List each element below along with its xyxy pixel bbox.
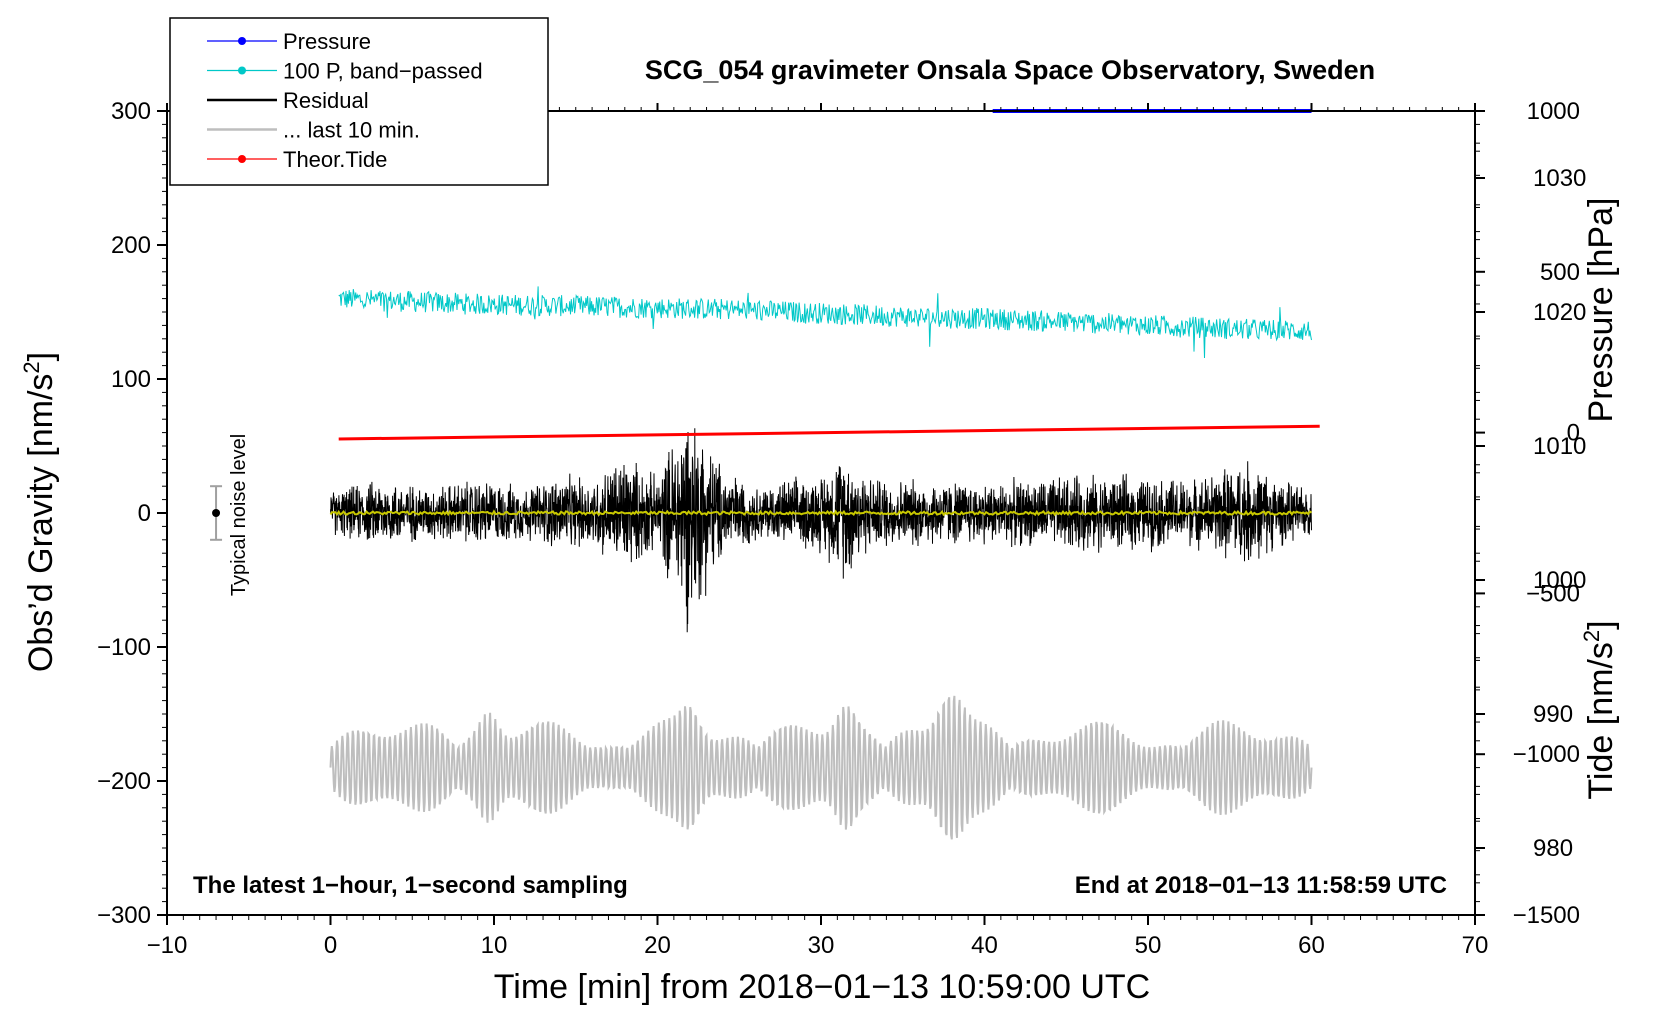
x-tick-label: −10 [147,932,188,959]
tide-tick-label: −1500 [1513,902,1580,929]
pressure-tick-label: 1030 [1533,165,1586,192]
x-tick-label: 50 [1135,932,1162,959]
noise-bar-dot [212,509,221,517]
y-axis-left-title-main: Obs’d Gravity [nm/s [22,374,60,673]
y-axis-left-title: Obs’d Gravity [nm/s2] [19,352,60,672]
x-tick-label: 10 [481,932,508,959]
y-tick-label: −200 [97,768,151,795]
tide-tick-label: −500 [1526,580,1580,607]
series-residual-lowpass [329,509,1313,517]
series-layer [210,109,1320,840]
y-tick-label: 100 [111,366,151,393]
legend-label: Pressure [283,29,371,54]
x-tick-label: 60 [1298,932,1325,959]
y-axis-left-title-sup: 2 [19,361,44,373]
legend-swatch-marker [238,155,246,163]
legend-label: ... last 10 min. [283,118,420,143]
x-axis-title: Time [min] from 2018−01−13 10:59:00 UTC [494,968,1150,1006]
note-right: End at 2018−01−13 11:58:59 UTC [1075,872,1447,899]
legend-box [169,17,549,186]
legend-label: Theor.Tide [283,147,387,172]
series-theoretical-tide [338,424,1320,441]
y-axis-left-title-end: ] [22,352,60,361]
series-residual [330,428,1312,633]
y-tick-label: 0 [138,500,151,527]
labels-layer: SCG_054 gravimeter Onsala Space Observat… [19,55,1620,1006]
y-axis-right-tide-title-end: ] [1582,620,1620,629]
tide-tick-label: 1000 [1527,98,1580,125]
tide-tick-label: 0 [1567,420,1580,447]
y-tick-label: −300 [97,902,151,929]
legend-label: 100 P, band−passed [283,59,483,84]
x-tick-label: 30 [808,932,835,959]
noise-level-label: Typical noise level [228,434,250,596]
pressure-tick-label: 1020 [1533,299,1586,326]
pressure-tick-label: 980 [1533,835,1573,862]
tide-tick-label: 500 [1540,259,1580,286]
chart-title: SCG_054 gravimeter Onsala Space Observat… [645,55,1375,85]
axes-layer: −10 0 10 20 30 40 50 60 70−300−200−1000100200300… [97,98,1586,959]
x-tick-label: 70 [1462,932,1489,959]
x-tick-label: 20 [644,932,671,959]
legend: Pressure 100 P, band−passed Residual ... la… [169,17,549,186]
y-axis-right-tide-title-main: Tide [nm/s [1582,642,1620,799]
pressure-tick-label: 990 [1533,701,1573,728]
y-tick-label: 300 [111,98,151,125]
y-axis-right-pressure-title: Pressure [hPa] [1582,198,1620,423]
x-tick-label: 40 [971,932,998,959]
legend-swatch-marker [238,66,246,75]
note-left: The latest 1−hour, 1−second sampling [193,872,628,899]
tide-tick-label: −1000 [1513,741,1580,768]
pressure-tick-label: 1010 [1533,433,1586,460]
y-tick-label: −100 [97,634,151,661]
pressure-tick-label: 1000 [1533,567,1586,594]
x-tick-label: 0 [324,932,337,959]
series-bandpassed-pressure [338,286,1312,359]
y-axis-right-tide-title-sup: 2 [1579,630,1604,642]
legend-label: Residual [283,88,369,113]
legend-swatch-marker [238,37,246,45]
y-tick-label: 200 [111,232,151,259]
series-last-10-min [329,695,1313,840]
y-axis-right-tide-title: Tide [nm/s2] [1579,620,1620,799]
